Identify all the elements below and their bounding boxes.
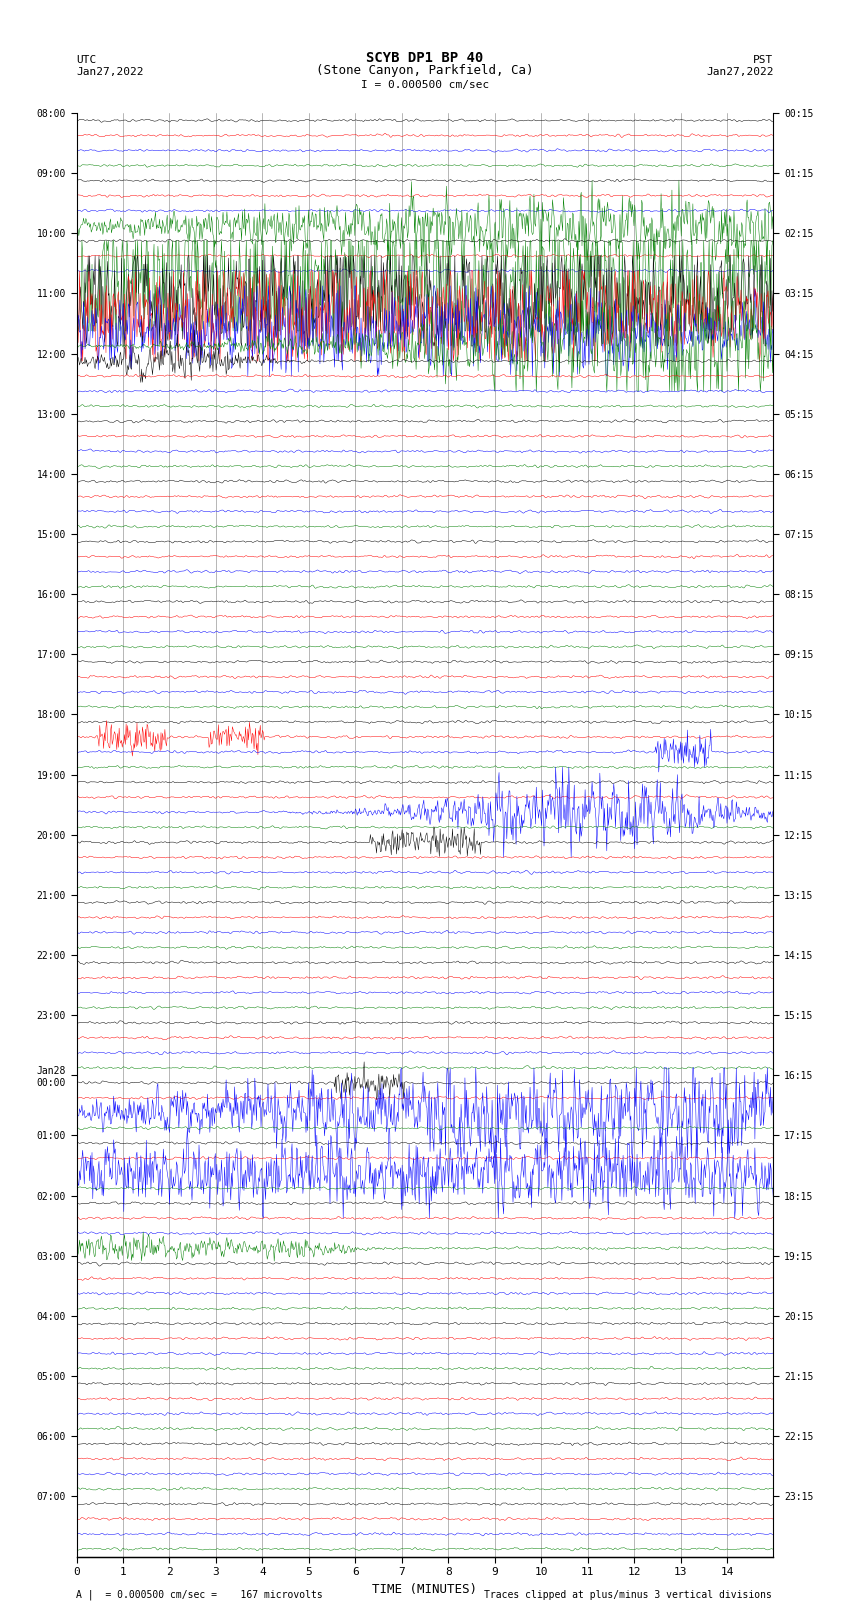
- Text: SCYB DP1 BP 40: SCYB DP1 BP 40: [366, 52, 484, 65]
- Text: (Stone Canyon, Parkfield, Ca): (Stone Canyon, Parkfield, Ca): [316, 65, 534, 77]
- Text: I = 0.000500 cm/sec: I = 0.000500 cm/sec: [361, 81, 489, 90]
- X-axis label: TIME (MINUTES): TIME (MINUTES): [372, 1582, 478, 1595]
- Text: Jan27,2022: Jan27,2022: [706, 68, 774, 77]
- Text: A |  = 0.000500 cm/sec =    167 microvolts: A | = 0.000500 cm/sec = 167 microvolts: [76, 1589, 323, 1600]
- Text: Traces clipped at plus/minus 3 vertical divisions: Traces clipped at plus/minus 3 vertical …: [484, 1590, 773, 1600]
- Text: UTC: UTC: [76, 55, 97, 65]
- Text: PST: PST: [753, 55, 774, 65]
- Text: Jan27,2022: Jan27,2022: [76, 68, 144, 77]
